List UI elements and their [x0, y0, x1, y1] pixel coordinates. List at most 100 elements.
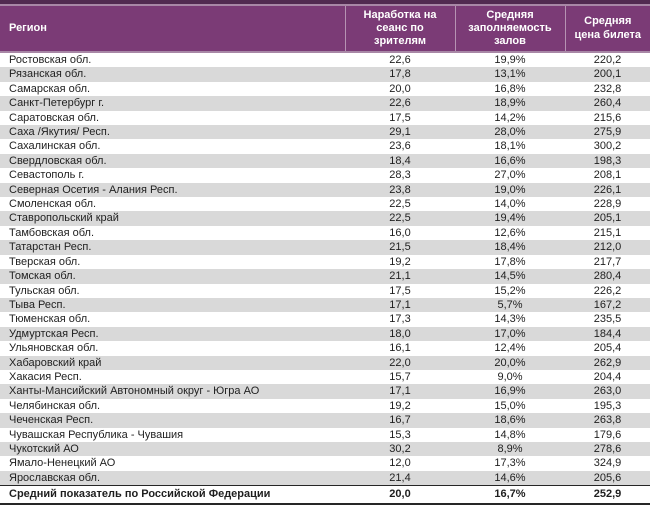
occupancy-value-cell: 16,8% [494, 82, 526, 95]
table-row: Ульяновская обл. 16,1 12,4% 205,4 [0, 341, 650, 355]
region-cell: Татарстан Респ. [9, 241, 92, 254]
region-cell: Ставропольский край [9, 212, 119, 225]
occupancy-value-cell: 17,0% [494, 327, 526, 340]
table-row: Татарстан Респ. 21,5 18,4% 212,0 [0, 240, 650, 255]
price-value-cell: 198,3 [593, 154, 622, 167]
sessions-value-cell: 22,6 [389, 54, 411, 66]
price-value-cell: 179,6 [593, 428, 622, 441]
occupancy-value-cell: 9,0% [497, 370, 523, 383]
table-row: Ямало-Ненецкий АО 12,0 17,3% 324,9 [0, 456, 650, 470]
total-label-cell: Средний показатель по Российской Федерац… [0, 485, 345, 506]
region-cell: Тюменская обл. [9, 313, 91, 326]
table-row: Ханты-Мансийский Автономный округ - Югра… [0, 384, 650, 399]
table-row: Тульская обл. 17,5 15,2% 226,2 [0, 284, 650, 298]
table-row: Тюменская обл. 17,3 14,3% 235,5 [0, 312, 650, 326]
table-row: Хабаровский край 22,0 20,0% 262,9 [0, 355, 650, 370]
occupancy-value-cell: 15,0% [494, 399, 526, 412]
table-row: Хакасия Респ. 15,7 9,0% 204,4 [0, 370, 650, 384]
table-row: Ростовская обл. 22,6 19,9% 220,2 [0, 52, 650, 67]
region-cell: Челябинская обл. [9, 399, 101, 412]
price-value-cell: 228,9 [593, 198, 622, 211]
occupancy-value-cell: 16,6% [494, 154, 526, 167]
occupancy-value-cell: 16,9% [494, 385, 526, 398]
table-accent-line [0, 4, 650, 6]
sessions-value-cell: 21,4 [389, 471, 411, 484]
region-cell: Хабаровский край [9, 356, 102, 369]
price-value-cell: 205,6 [593, 471, 622, 484]
region-cell: Санкт-Петербург г. [9, 97, 105, 110]
sessions-value-cell: 21,5 [389, 241, 411, 254]
sessions-value-cell: 21,1 [389, 270, 411, 283]
price-value-cell: 262,9 [593, 356, 622, 369]
table-row: Чеченская Респ. 16,7 18,6% 263,8 [0, 413, 650, 428]
price-value-cell: 195,3 [593, 399, 622, 412]
sessions-value-cell: 22,5 [389, 198, 411, 211]
occupancy-value-cell: 19,0% [494, 183, 526, 196]
region-cell: Удмуртская Респ. [9, 327, 99, 340]
price-value-cell: 280,4 [593, 270, 622, 283]
price-value-cell: 263,8 [593, 414, 622, 427]
sessions-value-cell: 23,6 [389, 140, 411, 153]
sessions-value-cell: 28,3 [389, 169, 411, 182]
total-occupancy-cell: 16,7% [455, 485, 565, 506]
sessions-value-cell: 22,0 [389, 356, 411, 369]
table-row: Саратовская обл. 17,5 14,2% 215,6 [0, 111, 650, 125]
region-cell: Хакасия Респ. [9, 370, 82, 383]
table-row: Саха /Якутия/ Респ. 29,1 28,0% 275,9 [0, 125, 650, 140]
region-cell: Смоленская обл. [9, 198, 97, 211]
occupancy-value-cell: 14,8% [494, 428, 526, 441]
region-cell: Чувашская Республика - Чувашия [9, 428, 184, 441]
occupancy-value-cell: 15,2% [494, 284, 526, 297]
price-value-cell: 200,1 [593, 68, 622, 81]
region-cell: Саратовская обл. [9, 111, 100, 124]
occupancy-value-cell: 12,6% [494, 226, 526, 239]
sessions-value-cell: 17,5 [389, 284, 411, 297]
table-row: Северная Осетия - Алания Респ. 23,8 19,0… [0, 182, 650, 198]
region-cell: Рязанская обл. [9, 68, 87, 81]
region-cell: Ульяновская обл. [9, 342, 99, 355]
price-value-cell: 184,4 [593, 327, 622, 340]
table-top-border [0, 0, 650, 4]
table-row: Ярославская обл. 21,4 14,6% 205,6 [0, 470, 650, 486]
price-value-cell: 204,4 [593, 370, 622, 383]
region-cell: Тульская обл. [9, 284, 80, 297]
sessions-value-cell: 15,7 [389, 370, 411, 383]
region-cell: Чукотский АО [9, 442, 79, 455]
occupancy-value-cell: 14,5% [494, 270, 526, 283]
sessions-value-cell: 23,8 [389, 183, 411, 196]
sessions-value-cell: 30,2 [389, 442, 411, 455]
sessions-value-cell: 19,2 [389, 255, 411, 268]
price-value-cell: 232,8 [593, 82, 622, 95]
price-value-cell: 205,1 [593, 212, 622, 225]
occupancy-value-cell: 18,6% [494, 414, 526, 427]
region-cell: Ростовская обл. [9, 54, 92, 66]
occupancy-value-cell: 14,0% [494, 198, 526, 211]
table-row: Ставропольский край 22,5 19,4% 205,1 [0, 211, 650, 226]
table-row: Чукотский АО 30,2 8,9% 278,6 [0, 441, 650, 457]
price-value-cell: 220,2 [593, 54, 622, 66]
region-cell: Чеченская Респ. [9, 414, 94, 427]
region-cell: Свердловская обл. [9, 154, 107, 167]
sessions-value-cell: 17,1 [389, 298, 411, 311]
occupancy-value-cell: 18,4% [494, 241, 526, 254]
price-value-cell: 212,0 [593, 241, 622, 254]
table-row: Чувашская Республика - Чувашия 15,3 14,8… [0, 428, 650, 442]
table-row: Удмуртская Респ. 18,0 17,0% 184,4 [0, 326, 650, 342]
sessions-value-cell: 18,0 [389, 327, 411, 340]
occupancy-value-cell: 27,0% [494, 169, 526, 182]
table-row: Сахалинская обл. 23,6 18,1% 300,2 [0, 139, 650, 153]
price-value-cell: 205,4 [593, 342, 622, 355]
sessions-value-cell: 17,5 [389, 111, 411, 124]
region-cell: Томская обл. [9, 270, 76, 283]
occupancy-value-cell: 13,1% [494, 68, 526, 81]
price-value-cell: 260,4 [593, 97, 622, 110]
sessions-value-cell: 17,8 [389, 68, 411, 81]
occupancy-value-cell: 14,3% [494, 313, 526, 326]
occupancy-value-cell: 5,7% [497, 298, 523, 311]
region-cell: Севастополь г. [9, 169, 85, 182]
price-value-cell: 215,6 [593, 111, 622, 124]
occupancy-value-cell: 17,8% [494, 255, 526, 268]
region-cell: Тыва Респ. [9, 298, 66, 311]
table-row: Свердловская обл. 18,4 16,6% 198,3 [0, 153, 650, 169]
